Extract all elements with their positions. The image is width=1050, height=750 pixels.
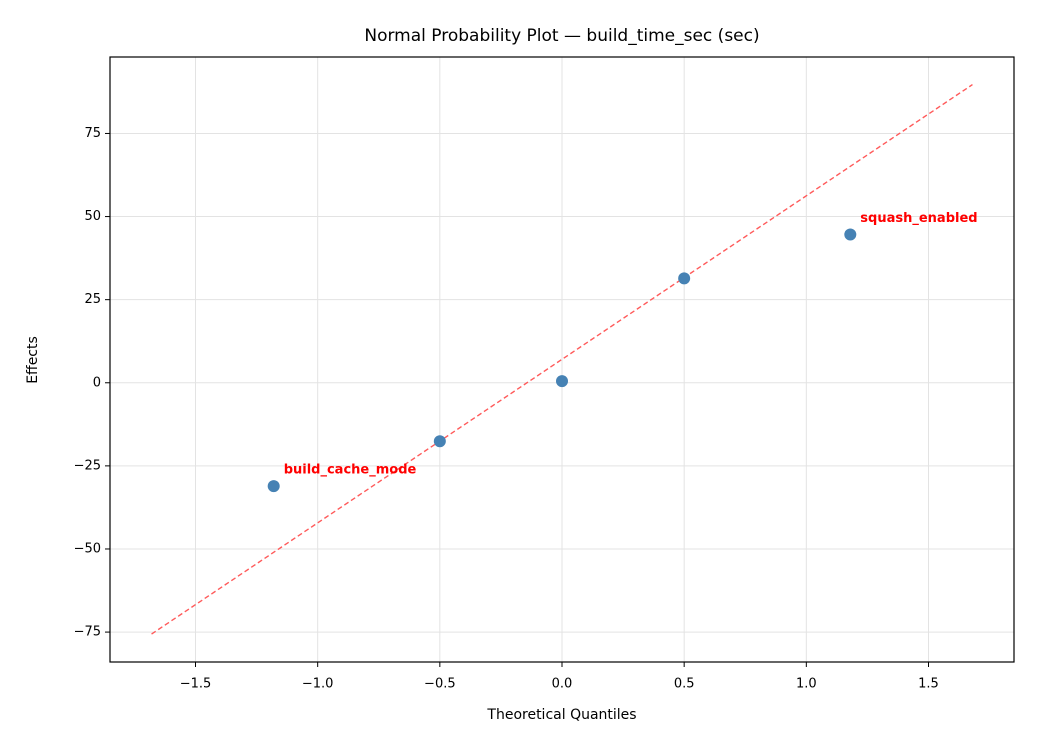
chart-title: Normal Probability Plot — build_time_sec… bbox=[364, 26, 759, 46]
x-tick-label: 1.5 bbox=[918, 677, 939, 692]
point bbox=[844, 228, 857, 241]
y-tick-label: −50 bbox=[74, 541, 101, 556]
reference-line bbox=[151, 84, 973, 635]
y-tick-label: 0 bbox=[93, 375, 101, 390]
x-tick-label: −1.5 bbox=[180, 677, 212, 692]
y-tick-label: 50 bbox=[84, 209, 101, 224]
point bbox=[678, 272, 691, 285]
y-axis-label: Effects bbox=[25, 336, 41, 384]
plot-frame bbox=[109, 56, 1015, 663]
annotation: squash_enabled bbox=[860, 211, 977, 226]
point bbox=[433, 435, 446, 448]
point bbox=[267, 480, 280, 493]
x-tick-label: −1.0 bbox=[302, 677, 334, 692]
y-tick-label: 75 bbox=[84, 126, 101, 141]
y-tick-label: −25 bbox=[74, 458, 101, 473]
point bbox=[556, 375, 568, 388]
x-tick-label: 1.0 bbox=[796, 677, 817, 692]
y-tick-label: 25 bbox=[84, 292, 101, 307]
x-tick-label: 0.0 bbox=[552, 677, 573, 692]
x-tick-label: 0.5 bbox=[674, 677, 695, 692]
y-tick-label: −75 bbox=[74, 625, 101, 640]
annotation: build_cache_mode bbox=[284, 463, 417, 478]
x-axis-label: Theoretical Quantiles bbox=[486, 707, 636, 723]
x-tick-label: −0.5 bbox=[424, 677, 456, 692]
